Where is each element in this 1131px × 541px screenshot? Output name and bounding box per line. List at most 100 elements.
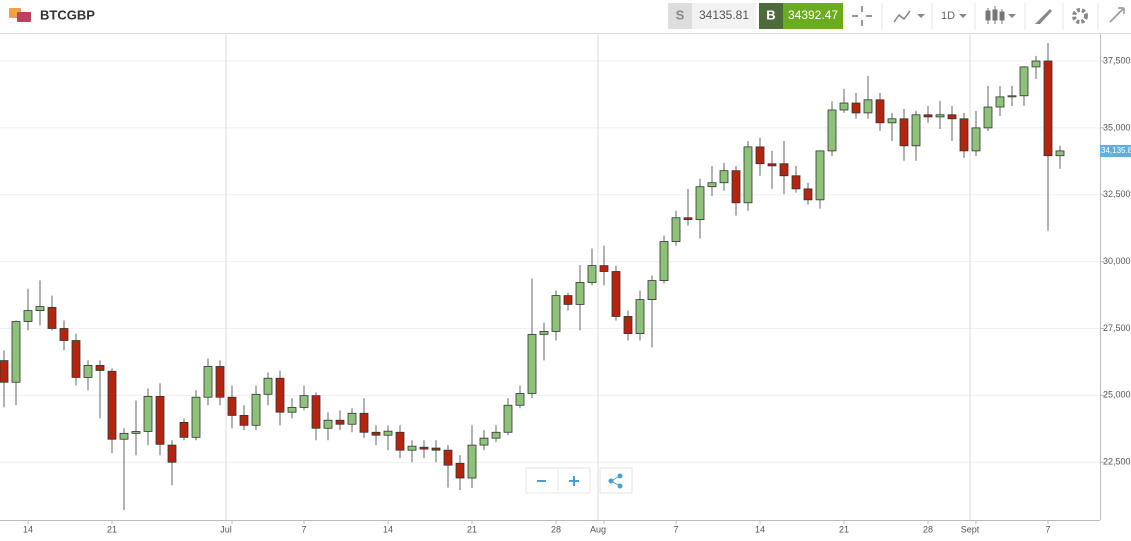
x-tick-label: 21 [467,524,477,534]
candle-body [851,102,861,114]
zoom-in[interactable] [569,476,579,486]
candle-body [827,109,837,152]
draw-button[interactable] [1035,9,1052,24]
candle-body [419,446,429,450]
x-tick-label: 14 [23,524,33,534]
candle-body [839,102,849,111]
candle-body [359,412,369,433]
y-tick-label: 35,000. [1103,122,1131,132]
buy-label: B [766,7,775,22]
candle-body [683,217,693,221]
candle-body [995,96,1005,108]
buy-price: 34392.47 [788,8,838,22]
candle-body [143,396,153,432]
candle-body [647,280,657,301]
x-tick-label: 21 [839,524,849,534]
candle-body [587,265,597,283]
candle-body [311,395,321,429]
candle-body [299,395,309,408]
candle-body [107,370,117,440]
candle-body [491,431,501,439]
candle-body [383,430,393,436]
dropdown-arrow [917,14,925,18]
last-price-label: 34,135.8 [1101,146,1131,155]
crosshair-button[interactable] [852,6,872,26]
candle-body [23,310,33,322]
candle-body [635,299,645,334]
candle-body [1043,60,1053,157]
candle-body [431,447,441,451]
candle-body [167,444,177,463]
x-tick-label: 21 [107,524,117,534]
sell-tag [668,3,692,29]
y-tick-label: 27,500. [1103,323,1131,333]
candle-body [203,366,213,398]
candle-body [455,462,465,479]
candle-body [743,146,753,204]
candle-body [71,340,81,378]
candle-body [887,118,897,124]
candle-body [479,437,489,446]
candle-body [467,444,477,479]
settings-button[interactable] [1072,8,1088,24]
candle-body [119,432,129,440]
candle-body [767,163,777,167]
candle-body [191,396,201,438]
candle-body [443,449,453,466]
y-tick-label: 22,500. [1103,457,1131,467]
x-tick-label: 7 [1045,524,1050,534]
candle-body [263,377,273,395]
candle-body [611,271,621,317]
x-tick-label: Sept [961,524,980,534]
x-tick-label: 7 [301,524,306,534]
y-tick-label: 30,000. [1103,256,1131,266]
candle-body [1031,60,1041,68]
flag-icon [17,12,31,22]
candle-body [215,366,225,398]
candle-body [659,241,669,282]
candle-body [815,150,825,201]
candle-body [527,333,537,394]
candle-body [323,419,333,429]
candle-body [719,170,729,184]
candle-body [407,445,417,451]
dropdown-arrow [1008,14,1016,18]
candle-body [503,404,513,433]
candle-body [983,106,993,129]
last-price-tag [1100,144,1131,157]
symbol: BTCGBP [40,7,95,22]
x-tick-label: Aug [590,524,606,534]
candle-body [947,114,957,120]
candle-body [59,328,69,341]
candle-body [935,114,945,118]
y-tick-label: 37,500. [1103,55,1131,65]
candle-body [179,421,189,438]
buy-tag [759,3,783,29]
share-button[interactable] [608,473,623,489]
candle-body [803,188,813,201]
candle-body [275,377,285,413]
candle-body [599,265,609,272]
candle-body [863,99,873,114]
candle-body [155,396,165,445]
indicator-button[interactable] [893,10,911,23]
candle-body [515,393,525,406]
candle-body [371,431,381,436]
candle-body [875,99,885,124]
candle-body [539,331,549,335]
candle-body [911,114,921,147]
chart-type-button[interactable] [985,6,1005,24]
candle-body [623,316,633,334]
candle-body [95,365,105,371]
toolbar-separators [881,3,1099,30]
interval-button[interactable]: 1D [941,10,955,22]
x-tick-label: 7 [673,524,678,534]
expand-button[interactable] [1109,7,1125,23]
candle-body [1055,150,1065,157]
candle-body [227,396,237,416]
plot: 22,500. 25,000. 27,500. 30,000. 32,500. 35,00… [0,34,1131,534]
candle-body [923,114,933,118]
zoom-controls [525,467,633,494]
candle-body [335,419,345,425]
